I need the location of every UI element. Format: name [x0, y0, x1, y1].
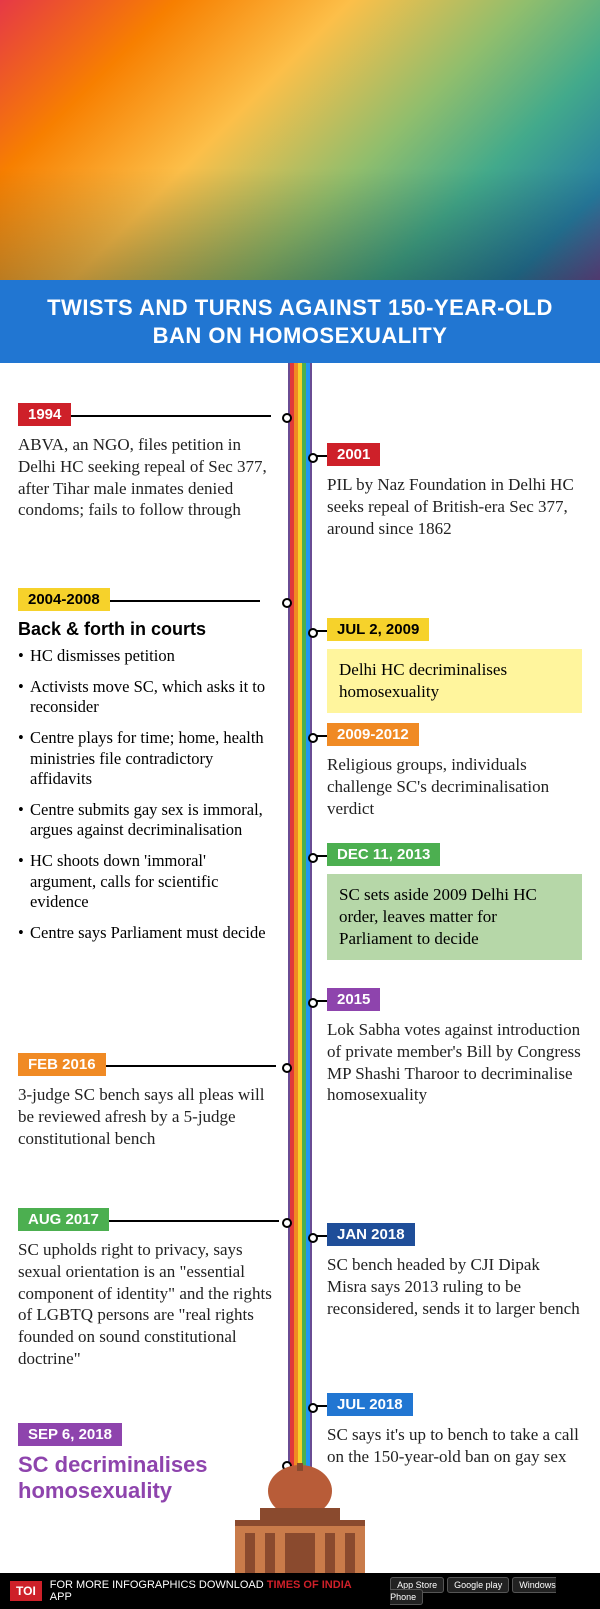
timeline-dot: [308, 733, 318, 743]
timeline-dot: [308, 998, 318, 1008]
timeline-event: JUL 2, 2009 Delhi HC decriminalises homos…: [327, 618, 582, 713]
timeline-dot: [308, 1233, 318, 1243]
event-body: SC bench headed by CJI Dipak Misra says …: [327, 1254, 582, 1319]
timeline-dot: [308, 628, 318, 638]
event-bullets: HC dismisses petition Activists move SC, …: [18, 646, 273, 944]
date-badge: AUG 2017: [18, 1208, 109, 1231]
date-badge: 2015: [327, 988, 380, 1011]
main-title: TWISTS AND TURNS AGAINST 150-YEAR-OLD BA…: [0, 280, 600, 363]
timeline-dot: [308, 853, 318, 863]
timeline-event: DEC 11, 2013 SC sets aside 2009 Delhi HC …: [327, 843, 582, 960]
store-badge: Google play: [447, 1577, 509, 1593]
supreme-court-icon: [225, 1463, 375, 1573]
timeline-event: JAN 2018 SC bench headed by CJI Dipak Mis…: [327, 1223, 582, 1319]
date-badge: 2004-2008: [18, 588, 110, 611]
timeline-dot: [282, 598, 292, 608]
bullet-item: Centre submits gay sex is immoral, argue…: [18, 800, 273, 841]
timeline-event: FEB 2016 3-judge SC bench says all pleas …: [18, 1053, 273, 1149]
date-badge: FEB 2016: [18, 1053, 106, 1076]
timeline-event: AUG 2017 SC upholds right to privacy, say…: [18, 1208, 273, 1370]
timeline-event: 2009-2012 Religious groups, individuals c…: [327, 723, 582, 819]
event-body: Religious groups, individuals challenge …: [327, 754, 582, 819]
event-body: ABVA, an NGO, files petition in Delhi HC…: [18, 434, 273, 521]
event-body: PIL by Naz Foundation in Delhi HC seeks …: [327, 474, 582, 539]
timeline-dot: [308, 1403, 318, 1413]
timeline-dot: [282, 413, 292, 423]
event-highlight-box: SC sets aside 2009 Delhi HC order, leave…: [327, 874, 582, 960]
bullet-item: Centre says Parliament must decide: [18, 923, 273, 944]
event-body: Lok Sabha votes against introduction of …: [327, 1019, 582, 1106]
rainbow-spine: [288, 363, 312, 1573]
event-body: 3-judge SC bench says all pleas will be …: [18, 1084, 273, 1149]
app-store-badges: App Store Google play Windows Phone: [390, 1579, 590, 1603]
event-heading: Back & forth in courts: [18, 619, 273, 640]
date-badge: JUL 2, 2009: [327, 618, 429, 641]
event-body: SC upholds right to privacy, says sexual…: [18, 1239, 273, 1370]
bullet-item: HC dismisses petition: [18, 646, 273, 667]
timeline-event: 2004-2008 Back & forth in courts HC dismis…: [18, 588, 273, 954]
bullet-item: Centre plays for time; home, health mini…: [18, 728, 273, 790]
date-badge: JUL 2018: [327, 1393, 413, 1416]
date-badge: 2009-2012: [327, 723, 419, 746]
bullet-item: HC shoots down 'immoral' argument, calls…: [18, 851, 273, 913]
timeline: 1994 ABVA, an NGO, files petition in Delh…: [0, 363, 600, 1573]
bullet-item: Activists move SC, which asks it to reco…: [18, 677, 273, 718]
event-highlight-box: Delhi HC decriminalises homosexuality: [327, 649, 582, 713]
date-badge: 1994: [18, 403, 71, 426]
timeline-dot: [308, 453, 318, 463]
timeline-event: JUL 2018 SC says it's up to bench to take…: [327, 1393, 582, 1468]
timeline-event: 2015 Lok Sabha votes against introduction…: [327, 988, 582, 1106]
timeline-event: 1994 ABVA, an NGO, files petition in Delh…: [18, 403, 273, 521]
date-badge: DEC 11, 2013: [327, 843, 440, 866]
date-badge: JAN 2018: [327, 1223, 415, 1246]
event-body: SC says it's up to bench to take a call …: [327, 1424, 582, 1468]
timeline-dot: [282, 1218, 292, 1228]
date-badge: 2001: [327, 443, 380, 466]
timeline-event: 2001 PIL by Naz Foundation in Delhi HC se…: [327, 443, 582, 539]
timeline-dot: [282, 1063, 292, 1073]
footer-text: FOR MORE INFOGRAPHICS DOWNLOAD TIMES OF …: [50, 1579, 374, 1603]
date-badge: SEP 6, 2018: [18, 1423, 122, 1446]
toi-logo: TOI: [10, 1581, 42, 1601]
hero-image: [0, 0, 600, 280]
footer: TOI FOR MORE INFOGRAPHICS DOWNLOAD TIMES…: [0, 1573, 600, 1609]
